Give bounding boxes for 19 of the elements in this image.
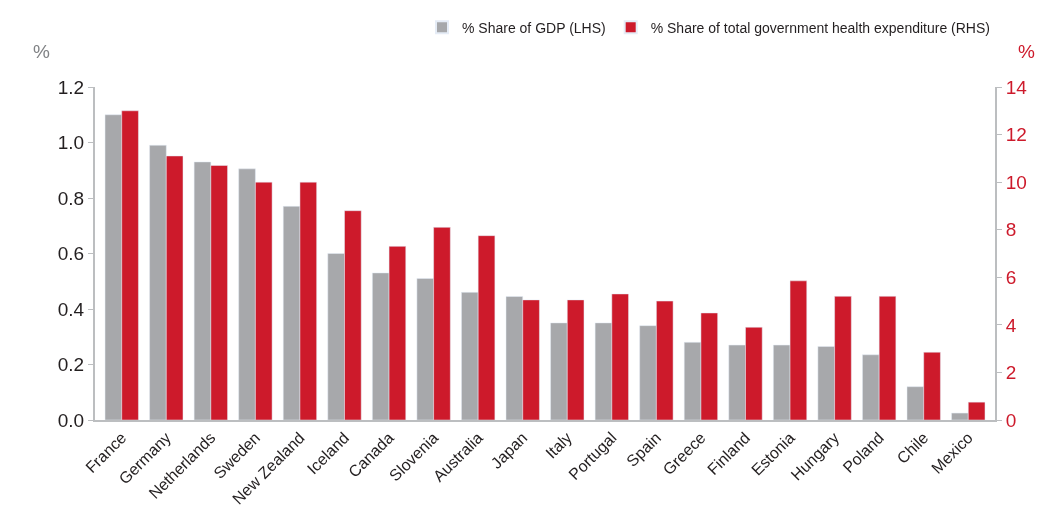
legend-label: % Share of GDP (LHS) [462, 19, 606, 36]
y2-tick-label: 6 [1005, 266, 1017, 288]
legend-label: % Share of total government health expenditure (RHS) [650, 19, 990, 36]
y2-tick-label: 14 [1005, 76, 1028, 98]
y-tick-label: 0.6 [57, 243, 85, 265]
y-axis-title: % [33, 41, 50, 62]
y-tick-label: 0.0 [57, 409, 85, 431]
y2-tick-label: 4 [1005, 314, 1017, 336]
y2-tick-label: 10 [1005, 171, 1027, 193]
y2-tick-label: 0 [1005, 409, 1017, 431]
y-tick-label: 0.2 [57, 354, 85, 376]
y-tick-label: 0.4 [57, 298, 85, 320]
y2-tick-label: 2 [1005, 362, 1017, 384]
y2-axis-title: % [1018, 41, 1035, 62]
y-tick-label: 0.8 [57, 187, 85, 209]
y-tick-label: 1.2 [57, 76, 85, 98]
y-tick-label: 1.0 [57, 132, 85, 154]
y2-tick-label: 12 [1005, 124, 1027, 146]
y2-tick-label: 8 [1005, 219, 1017, 241]
